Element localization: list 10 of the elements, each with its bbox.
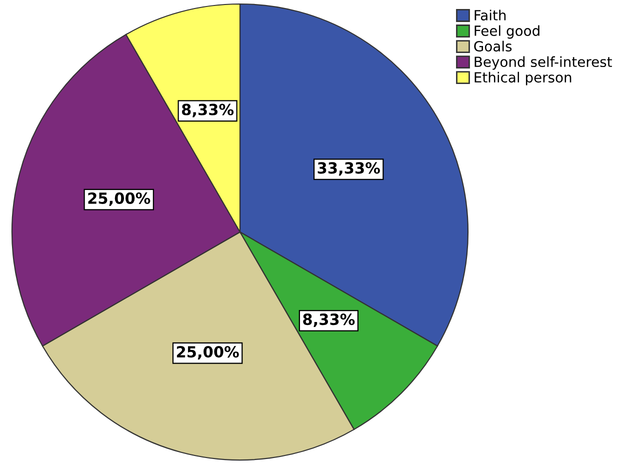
data-label: 8,33%	[182, 104, 234, 118]
legend-label: Faith	[474, 10, 506, 20]
legend-label: Beyond self-interest	[474, 56, 612, 70]
legend-label: Ethical person	[474, 72, 572, 86]
data-label: 25,00%	[176, 346, 239, 360]
legend-label: Feel good	[474, 25, 540, 39]
data-label: 33,33%	[318, 162, 380, 176]
data-label: 8,33%	[303, 314, 355, 328]
legend-label: Goals	[474, 40, 512, 52]
data-label: 25,00%	[88, 192, 150, 206]
